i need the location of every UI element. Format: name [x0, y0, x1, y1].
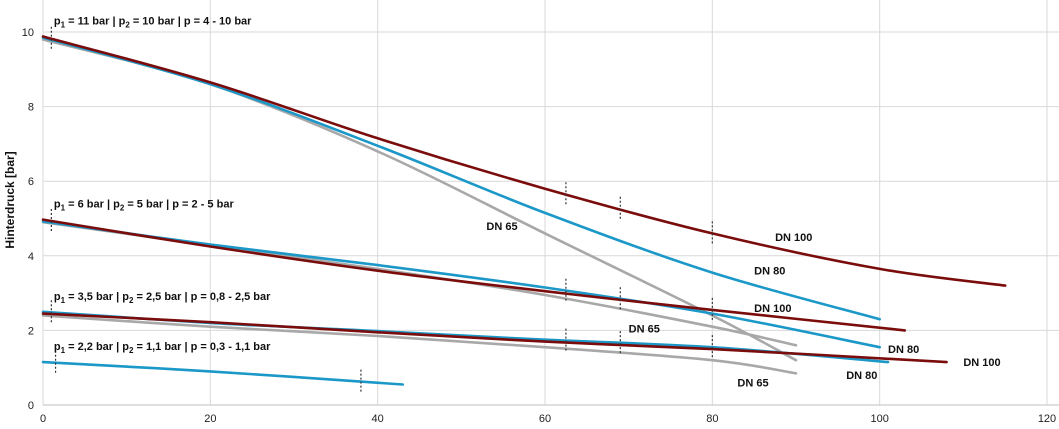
label-text: = 11 bar | p — [65, 15, 126, 27]
series-annotation: DN 80 — [888, 344, 919, 356]
x-tick-label: 40 — [372, 413, 384, 425]
label-subscript: 1 — [61, 296, 66, 305]
series-annotation: DN 65 — [737, 378, 768, 390]
label-text: = 3,5 bar | p — [65, 291, 129, 303]
group-label: p1 = 2,2 bar | p2 = 1,1 bar | p = 0,3 - … — [54, 341, 271, 355]
series-line-dn80 — [41, 360, 405, 386]
label-subscript: 2 — [129, 346, 134, 355]
series-annotation: DN 80 — [846, 370, 877, 382]
label-subscript: 2 — [120, 204, 125, 213]
label-subscript: 1 — [61, 204, 66, 213]
label-subscript: 2 — [129, 296, 134, 305]
label-subscript: 1 — [61, 20, 66, 29]
label-text: = 2,5 bar | p = 0,8 - 2,5 bar — [133, 291, 271, 303]
marker-layer — [50, 26, 713, 394]
series-line-dn80 — [41, 220, 881, 349]
series-line-dn65 — [41, 314, 798, 375]
label-text: p — [54, 15, 61, 27]
x-tick-label: 120 — [1038, 413, 1056, 425]
label-subscript: 2 — [125, 20, 130, 29]
y-axis-label: Hinterdruck [bar] — [3, 151, 17, 248]
series-annotation: DN 65 — [629, 324, 660, 336]
x-tick-label: 100 — [870, 413, 888, 425]
series-annotation: DN 80 — [754, 266, 785, 278]
group-label: p1 = 3,5 bar | p2 = 2,5 bar | p = 0,8 - … — [54, 291, 271, 305]
series-line-dn100 — [41, 218, 907, 332]
series-line-dn100 — [41, 35, 1007, 287]
series-line-dn80 — [41, 36, 881, 321]
label-subscript: 1 — [61, 346, 66, 355]
y-tick-label: 8 — [28, 102, 34, 114]
y-tick-label: 6 — [28, 176, 34, 188]
label-layer: p1 = 11 bar | p2 = 10 bar | p = 4 - 10 b… — [54, 15, 1001, 389]
y-tick-label: 0 — [28, 400, 34, 412]
label-text: p — [54, 291, 61, 303]
series-annotation: DN 100 — [963, 357, 1000, 369]
label-text: = 6 bar | p — [65, 199, 120, 211]
label-text: = 1,1 bar | p = 0,3 - 1,1 bar — [133, 341, 271, 353]
y-tick-label: 10 — [22, 27, 34, 39]
group-label: p1 = 6 bar | p2 = 5 bar | p = 2 - 5 bar — [54, 199, 235, 213]
x-tick-label: 60 — [539, 413, 551, 425]
label-text: p — [54, 199, 61, 211]
label-text: = 10 bar | p = 4 - 10 bar — [130, 15, 252, 27]
series-line-dn65 — [41, 220, 798, 347]
x-tick-label: 0 — [40, 413, 46, 425]
series-annotation: DN 100 — [775, 232, 812, 244]
series-line-dn100 — [41, 312, 948, 364]
axes: 0 20 40 60 80 100 120 0 2 4 6 8 10 — [22, 27, 1059, 425]
y-tick-label: 4 — [28, 251, 34, 263]
label-text: = 2,2 bar | p — [65, 341, 129, 353]
group-label: p1 = 11 bar | p2 = 10 bar | p = 4 - 10 b… — [54, 15, 252, 29]
series-annotation: DN 100 — [754, 303, 791, 315]
x-tick-label: 80 — [706, 413, 718, 425]
y-tick-label: 2 — [28, 325, 34, 337]
gridlines — [42, 0, 1059, 406]
x-tick-label: 20 — [204, 413, 216, 425]
series-annotation: DN 65 — [486, 221, 517, 233]
label-text: = 5 bar | p = 2 - 5 bar — [124, 199, 234, 211]
label-text: p — [54, 341, 61, 353]
